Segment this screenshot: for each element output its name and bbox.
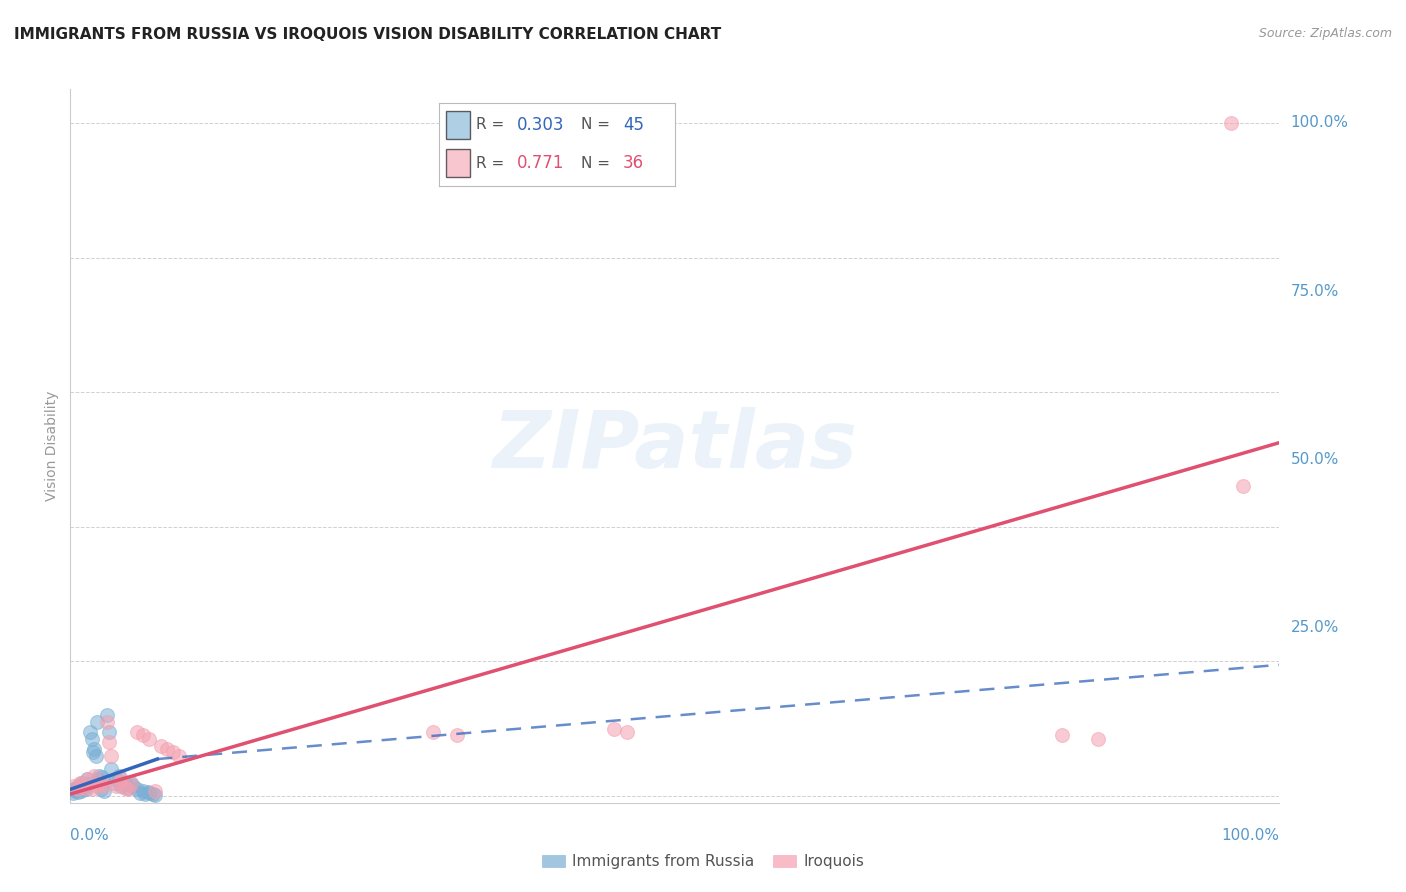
- Point: [69, 782, 91, 797]
- Point: [1050, 729, 1073, 743]
- Point: [167, 748, 190, 763]
- Point: [446, 729, 468, 743]
- Point: [141, 787, 163, 801]
- Point: [616, 725, 638, 739]
- Point: [83, 769, 105, 783]
- Point: [63, 782, 86, 797]
- Point: [143, 783, 166, 797]
- Point: [96, 714, 118, 729]
- Point: [132, 729, 155, 743]
- Point: [63, 783, 86, 797]
- Point: [100, 748, 122, 763]
- Point: [62, 786, 84, 800]
- Point: [110, 772, 132, 787]
- Point: [72, 775, 94, 789]
- Y-axis label: Vision Disability: Vision Disability: [45, 391, 59, 501]
- Text: ZIPatlas: ZIPatlas: [492, 407, 858, 485]
- Point: [122, 779, 145, 793]
- Point: [69, 775, 91, 789]
- Text: IMMIGRANTS FROM RUSSIA VS IROQUOIS VISION DISABILITY CORRELATION CHART: IMMIGRANTS FROM RUSSIA VS IROQUOIS VISIO…: [14, 27, 721, 42]
- Point: [82, 745, 104, 759]
- Point: [105, 772, 128, 787]
- Point: [73, 779, 96, 793]
- Point: [80, 731, 103, 746]
- Point: [66, 782, 89, 797]
- Point: [98, 735, 121, 749]
- Point: [72, 780, 94, 795]
- Point: [139, 786, 162, 800]
- Text: 75.0%: 75.0%: [1291, 284, 1339, 299]
- Point: [93, 779, 115, 793]
- Point: [86, 779, 108, 793]
- Text: 100.0%: 100.0%: [1291, 115, 1348, 130]
- Point: [98, 725, 121, 739]
- Point: [1232, 479, 1254, 493]
- Point: [1087, 731, 1109, 746]
- Point: [63, 779, 86, 793]
- Point: [70, 783, 93, 797]
- Point: [80, 782, 103, 797]
- Text: 25.0%: 25.0%: [1291, 620, 1339, 635]
- Text: 100.0%: 100.0%: [1222, 828, 1279, 843]
- Point: [117, 780, 139, 795]
- Text: 50.0%: 50.0%: [1291, 452, 1339, 467]
- Point: [77, 777, 100, 791]
- Point: [156, 742, 179, 756]
- Point: [105, 779, 128, 793]
- Point: [76, 772, 98, 787]
- Point: [107, 775, 129, 789]
- Point: [75, 782, 97, 797]
- Point: [162, 745, 184, 759]
- Point: [83, 742, 105, 756]
- Point: [65, 780, 87, 795]
- Point: [67, 779, 90, 793]
- Point: [120, 775, 142, 789]
- Legend: Immigrants from Russia, Iroquois: Immigrants from Russia, Iroquois: [536, 848, 870, 875]
- Point: [132, 783, 155, 797]
- Point: [125, 782, 148, 797]
- Point: [72, 777, 94, 791]
- Point: [110, 779, 132, 793]
- Point: [117, 782, 139, 797]
- Point: [100, 762, 122, 776]
- Point: [143, 788, 166, 802]
- Point: [87, 772, 110, 787]
- Point: [96, 708, 118, 723]
- Text: 0.0%: 0.0%: [70, 828, 110, 843]
- Point: [112, 775, 135, 789]
- Point: [134, 787, 156, 801]
- Point: [79, 725, 101, 739]
- Point: [422, 725, 444, 739]
- Point: [129, 786, 152, 800]
- Point: [120, 777, 142, 791]
- Point: [73, 780, 96, 795]
- Point: [90, 770, 112, 784]
- Point: [107, 769, 129, 783]
- Point: [86, 714, 108, 729]
- Point: [103, 775, 125, 789]
- Point: [136, 785, 159, 799]
- Point: [138, 731, 160, 746]
- Point: [1220, 116, 1243, 130]
- Point: [90, 782, 111, 797]
- Point: [93, 783, 115, 797]
- Text: Source: ZipAtlas.com: Source: ZipAtlas.com: [1258, 27, 1392, 40]
- Point: [150, 739, 172, 753]
- Point: [90, 775, 111, 789]
- Point: [66, 785, 89, 799]
- Point: [125, 725, 148, 739]
- Point: [115, 777, 138, 791]
- Point: [77, 772, 100, 787]
- Point: [89, 769, 111, 783]
- Point: [603, 722, 626, 736]
- Point: [114, 780, 136, 795]
- Point: [84, 748, 107, 763]
